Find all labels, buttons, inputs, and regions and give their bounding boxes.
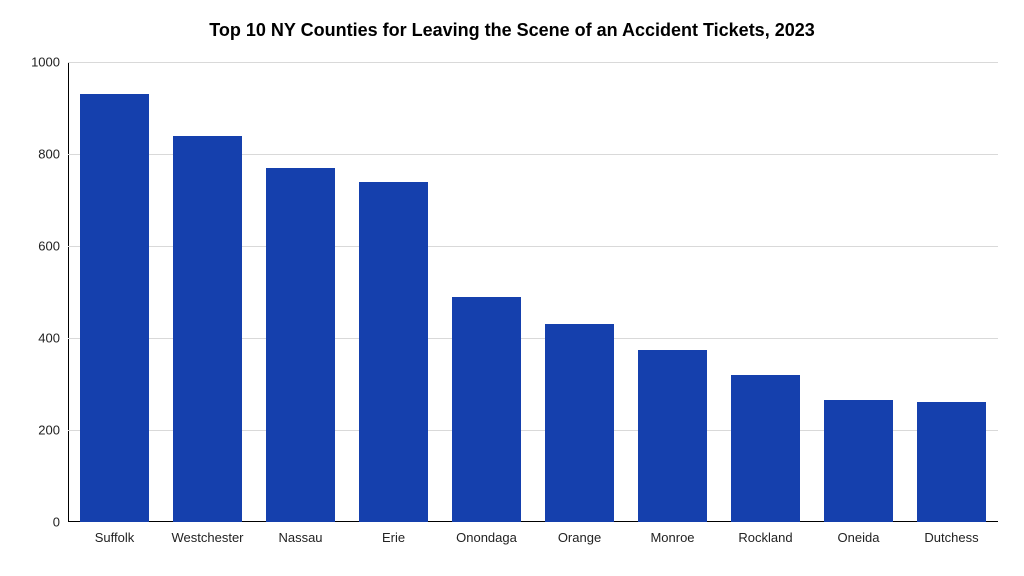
y-tick-label: 200 <box>38 423 60 438</box>
x-tick-label: Westchester <box>171 530 243 545</box>
chart-title: Top 10 NY Counties for Leaving the Scene… <box>16 20 1008 41</box>
gridline <box>68 62 998 63</box>
chart-container: Top 10 NY Counties for Leaving the Scene… <box>0 0 1024 576</box>
plot-area: 02004006008001000SuffolkWestchesterNassa… <box>68 62 998 522</box>
x-tick-label: Dutchess <box>924 530 978 545</box>
bar <box>731 375 800 522</box>
y-tick-label: 0 <box>53 515 60 530</box>
bar <box>173 136 242 522</box>
x-tick-label: Nassau <box>278 530 322 545</box>
bar <box>545 324 614 522</box>
x-tick-label: Rockland <box>738 530 792 545</box>
y-tick-label: 800 <box>38 147 60 162</box>
y-tick-label: 1000 <box>31 55 60 70</box>
x-tick-label: Orange <box>558 530 601 545</box>
bar <box>452 297 521 522</box>
y-axis-line <box>68 62 69 522</box>
y-tick-label: 600 <box>38 239 60 254</box>
x-tick-label: Onondaga <box>456 530 517 545</box>
x-tick-label: Erie <box>382 530 405 545</box>
bar <box>917 402 986 522</box>
bar <box>824 400 893 522</box>
bar <box>266 168 335 522</box>
x-tick-label: Oneida <box>838 530 880 545</box>
bar <box>359 182 428 522</box>
x-tick-label: Suffolk <box>95 530 135 545</box>
bar <box>80 94 149 522</box>
y-tick-label: 400 <box>38 331 60 346</box>
x-tick-label: Monroe <box>650 530 694 545</box>
bar <box>638 350 707 523</box>
